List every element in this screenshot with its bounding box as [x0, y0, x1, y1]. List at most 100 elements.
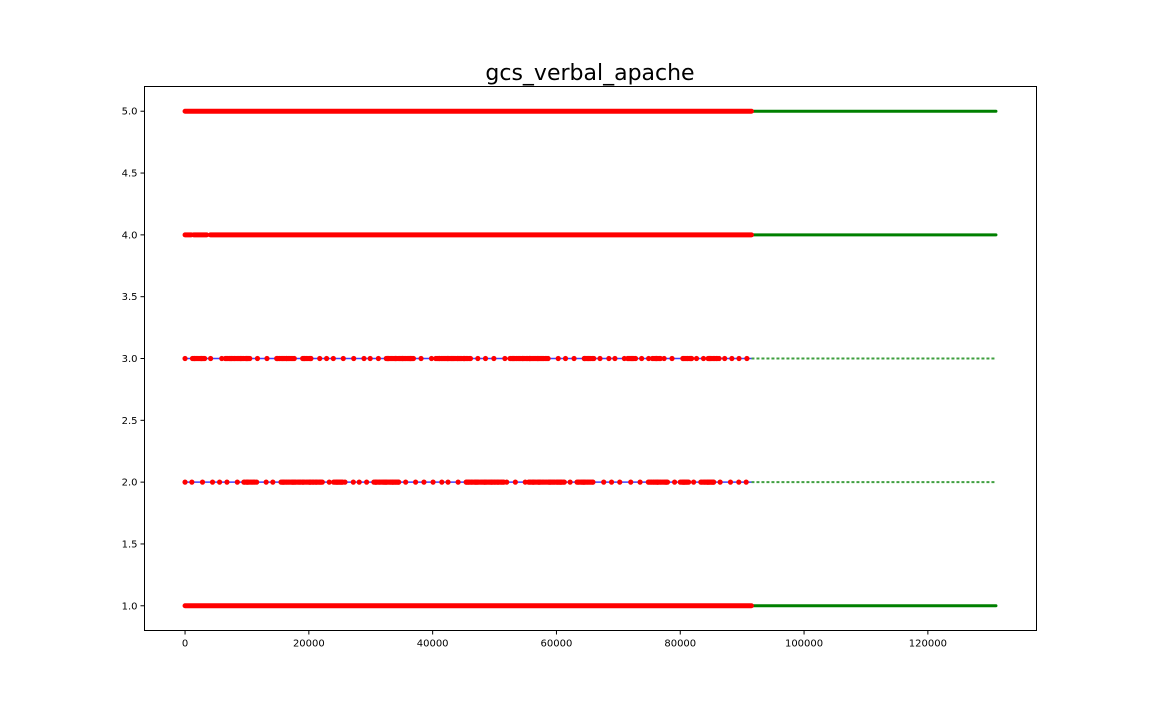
red-series-y3-point — [367, 355, 373, 362]
red-series-y3-point — [202, 355, 208, 362]
red-series-y3-point — [247, 355, 253, 362]
red-series-y3-point — [657, 355, 664, 362]
x-tick-label: 0 — [182, 639, 188, 650]
red-series-y2-point — [691, 479, 697, 485]
red-series-y2-point — [270, 479, 276, 485]
red-series-y2-point — [445, 479, 451, 485]
red-series-y3-point — [340, 355, 346, 362]
y-tick-label: 1.5 — [122, 539, 138, 550]
red-series-y3-point — [689, 355, 695, 362]
red-series-y3-point — [308, 355, 314, 362]
red-series-y2-point — [395, 479, 401, 485]
red-series-y2-point — [567, 479, 573, 485]
red-series-y2-point — [686, 479, 692, 485]
red-series-y3-point — [700, 355, 707, 362]
red-series-y2-point — [664, 479, 671, 485]
red-series-y2-point — [403, 479, 409, 485]
red-series-y3-point — [555, 355, 561, 362]
red-series-y2-point — [318, 479, 324, 485]
red-series-y3-point — [428, 355, 435, 362]
red-series-y3-point — [597, 355, 603, 362]
red-series-y2-point — [617, 479, 623, 485]
red-series-y2-point — [608, 479, 615, 485]
red-series-y2-point — [189, 479, 195, 485]
red-series-y2-point — [743, 479, 749, 485]
y-tick-label: 3.0 — [122, 354, 138, 365]
red-series-y3-point — [418, 355, 424, 362]
red-series-y3-point — [317, 355, 323, 362]
red-series-y2-point — [216, 479, 223, 485]
red-series-y2-point — [736, 479, 742, 485]
red-series-y3-point — [612, 355, 618, 362]
red-series-y2-point — [340, 479, 346, 485]
red-series-y2-point — [356, 479, 362, 485]
red-series-y3-point — [351, 355, 357, 362]
red-series-y2-point — [455, 479, 461, 485]
red-series-y3-point — [714, 355, 720, 362]
x-tick-label: 120000 — [909, 639, 947, 650]
red-series-y2-point — [224, 479, 230, 485]
red-series-y2-point — [263, 479, 269, 485]
red-series-y3-point — [693, 355, 700, 362]
y-tick-label: 2.5 — [122, 416, 138, 427]
red-series-y3-point — [736, 355, 742, 362]
red-series-y2-point — [350, 479, 356, 485]
red-series-y3-point — [208, 355, 214, 362]
red-series-y2-point — [209, 479, 216, 485]
chart-title: gcs_verbal_apache — [485, 61, 694, 86]
red-series-y2-point — [430, 479, 436, 485]
y-tick-label: 5.0 — [122, 107, 138, 118]
red-series-y3-point — [330, 355, 336, 362]
red-series-y2-point — [710, 479, 716, 485]
y-tick-label: 1.0 — [122, 601, 138, 612]
y-tick-label: 4.0 — [122, 230, 138, 241]
plot-frame — [144, 86, 1037, 631]
red-series-y3-point — [264, 355, 270, 362]
red-series-y3-point — [475, 355, 481, 362]
red-series-y2-point — [512, 479, 518, 485]
x-tick-label: 40000 — [417, 639, 449, 650]
red-series-y3-point — [589, 355, 596, 362]
red-series-y3-point — [466, 355, 472, 362]
red-series-y2-point — [501, 479, 507, 485]
red-series-y3-point — [571, 355, 577, 362]
red-series-y3-point — [410, 355, 417, 362]
red-series-y2-point — [561, 479, 567, 485]
x-tick-label: 60000 — [541, 639, 573, 650]
red-series-y2-point — [199, 479, 206, 485]
red-series-y2-point — [364, 479, 370, 485]
red-series-y2-point — [637, 479, 643, 485]
red-series-y2-point — [234, 479, 240, 485]
red-series-y3-point — [491, 355, 497, 362]
red-series-y2-point — [601, 479, 607, 485]
red-series-y3-point — [290, 355, 296, 362]
red-series-y3-point — [375, 355, 381, 362]
red-series-y2-point — [413, 479, 419, 485]
x-tick-label: 80000 — [664, 639, 696, 650]
red-series-y2-point — [671, 479, 678, 485]
red-series-y2-point — [421, 479, 427, 485]
y-tick-label: 2.0 — [122, 478, 138, 489]
red-series-y3-point — [729, 355, 735, 362]
x-axis: 0 20000 40000 60000 80000 100000 120000 — [182, 630, 947, 650]
red-series-y2-point — [252, 479, 258, 485]
x-tick-label: 20000 — [293, 639, 325, 650]
red-series-y2-point — [717, 479, 723, 485]
plot-area — [182, 108, 998, 609]
red-series-y3-point — [323, 355, 330, 362]
red-series-y3-point — [639, 355, 645, 362]
red-series-y3-point — [744, 355, 750, 362]
red-series-y2-point — [628, 479, 634, 485]
red-series-y2-point — [439, 479, 445, 485]
red-series-y3-point — [502, 355, 508, 362]
red-series-y2-point — [182, 479, 188, 485]
red-series-y2-point — [727, 479, 734, 485]
x-tick-label: 100000 — [785, 639, 823, 650]
red-series-y3-point — [669, 355, 675, 362]
y-axis: 1.0 1.5 2.0 2.5 3.0 3.5 4.0 4.5 5.0 — [122, 107, 145, 612]
red-series-y3-point — [182, 355, 188, 362]
red-series-y3-point — [646, 355, 652, 362]
red-series-y3-point — [632, 355, 639, 362]
red-series-y3-point — [361, 355, 367, 362]
